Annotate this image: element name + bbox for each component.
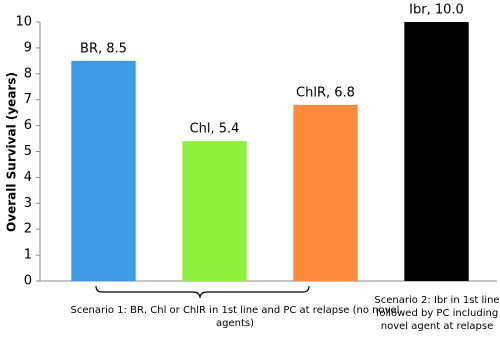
brace — [95, 285, 310, 299]
y-tick-label: 10 — [15, 15, 32, 30]
bar — [182, 141, 247, 281]
y-tick-label: 9 — [24, 40, 32, 55]
y-tick-label: 4 — [24, 170, 32, 185]
y-tick-label: 2 — [24, 222, 32, 237]
y-tick-label: 0 — [24, 274, 32, 289]
bar — [71, 60, 136, 281]
y-tick-label: 8 — [24, 66, 32, 81]
y-tick-label: 5 — [24, 144, 32, 159]
data-label: Ibr, 10.0 — [409, 3, 464, 18]
bar — [404, 22, 469, 281]
annotation: Scenario 2: Ibr in 1st line followed by … — [374, 295, 500, 332]
y-tick-label: 3 — [24, 196, 32, 211]
y-tick-label: 6 — [24, 118, 32, 133]
data-label: Chl, 5.4 — [190, 122, 240, 137]
data-label: ChlR, 6.8 — [296, 85, 355, 100]
y-axis-label: Overall Survival (years) — [5, 72, 19, 232]
y-tick-label: 7 — [24, 92, 32, 107]
bar — [293, 104, 358, 281]
y-tick-label: 1 — [24, 248, 32, 263]
annotation: Scenario 1: BR, Chl or ChlR in 1st line … — [70, 305, 400, 329]
data-label: BR, 8.5 — [80, 41, 127, 56]
